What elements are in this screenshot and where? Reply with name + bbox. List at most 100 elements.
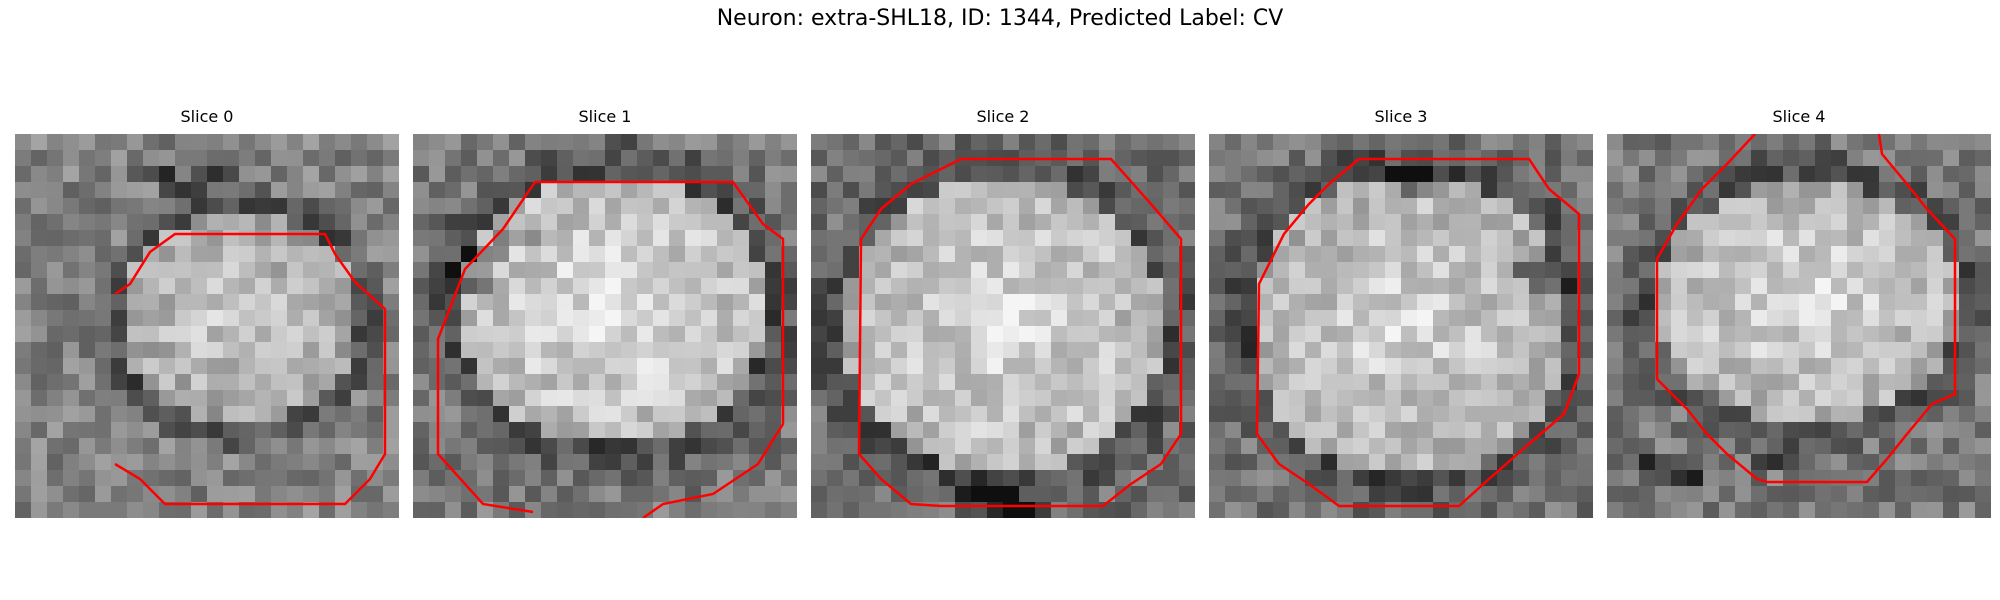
image-pixel bbox=[939, 166, 956, 183]
image-pixel bbox=[1449, 246, 1466, 263]
image-pixel bbox=[1719, 198, 1736, 215]
image-pixel bbox=[1513, 358, 1530, 375]
image-pixel bbox=[127, 230, 144, 247]
image-pixel bbox=[79, 470, 96, 487]
image-pixel bbox=[1385, 294, 1402, 311]
image-pixel bbox=[781, 358, 797, 375]
image-pixel bbox=[605, 438, 622, 455]
image-pixel bbox=[509, 454, 526, 471]
image-pixel bbox=[271, 470, 288, 487]
image-pixel bbox=[1241, 310, 1258, 327]
image-pixel bbox=[605, 310, 622, 327]
image-pixel bbox=[987, 294, 1004, 311]
image-pixel bbox=[15, 502, 32, 518]
image-pixel bbox=[1703, 214, 1720, 231]
image-pixel bbox=[1815, 278, 1832, 295]
image-pixel bbox=[477, 134, 494, 151]
image-pixel bbox=[781, 406, 797, 423]
image-pixel bbox=[621, 214, 638, 231]
image-pixel bbox=[1959, 326, 1976, 343]
image-pixel bbox=[875, 166, 892, 183]
image-pixel bbox=[859, 438, 876, 455]
image-pixel bbox=[1847, 406, 1864, 423]
image-pixel bbox=[1975, 150, 1991, 167]
image-pixel bbox=[811, 422, 828, 439]
image-pixel bbox=[1067, 358, 1084, 375]
image-pixel bbox=[733, 294, 750, 311]
image-pixel bbox=[335, 134, 352, 151]
image-pixel bbox=[573, 134, 590, 151]
image-pixel bbox=[653, 150, 670, 167]
image-pixel bbox=[1943, 470, 1960, 487]
image-pixel bbox=[1959, 358, 1976, 375]
image-pixel bbox=[621, 246, 638, 263]
image-pixel bbox=[303, 230, 320, 247]
image-pixel bbox=[509, 390, 526, 407]
image-pixel bbox=[1671, 374, 1688, 391]
image-pixel bbox=[1799, 310, 1816, 327]
image-pixel bbox=[493, 374, 510, 391]
image-pixel bbox=[1115, 358, 1132, 375]
image-pixel bbox=[1735, 470, 1752, 487]
image-pixel bbox=[987, 198, 1004, 215]
image-pixel bbox=[413, 310, 430, 327]
image-pixel bbox=[923, 486, 940, 503]
image-pixel bbox=[31, 310, 48, 327]
image-pixel bbox=[573, 230, 590, 247]
image-pixel bbox=[143, 374, 160, 391]
image-pixel bbox=[843, 358, 860, 375]
image-pixel bbox=[859, 150, 876, 167]
image-pixel bbox=[63, 422, 80, 439]
image-pixel bbox=[1767, 262, 1784, 279]
image-pixel bbox=[733, 422, 750, 439]
image-pixel bbox=[1703, 150, 1720, 167]
image-pixel bbox=[351, 262, 368, 279]
image-pixel bbox=[1035, 390, 1052, 407]
image-pixel bbox=[1607, 214, 1624, 231]
image-pixel bbox=[1879, 278, 1896, 295]
image-pixel bbox=[1927, 214, 1944, 231]
image-pixel bbox=[525, 310, 542, 327]
image-pixel bbox=[1847, 134, 1864, 151]
image-pixel bbox=[303, 278, 320, 295]
image-pixel bbox=[1481, 454, 1498, 471]
image-pixel bbox=[811, 374, 828, 391]
image-pixel bbox=[1321, 214, 1338, 231]
image-pixel bbox=[1147, 198, 1164, 215]
image-pixel bbox=[717, 310, 734, 327]
image-pixel bbox=[287, 470, 304, 487]
image-pixel bbox=[1051, 486, 1068, 503]
image-pixel bbox=[1353, 422, 1370, 439]
image-pixel bbox=[223, 342, 240, 359]
image-pixel bbox=[31, 262, 48, 279]
image-pixel bbox=[255, 134, 272, 151]
image-pixel bbox=[1369, 454, 1386, 471]
image-pixel bbox=[923, 294, 940, 311]
image-pixel bbox=[1847, 374, 1864, 391]
image-pixel bbox=[1513, 438, 1530, 455]
image-pixel bbox=[1577, 422, 1593, 439]
image-pixel bbox=[605, 166, 622, 183]
image-pixel bbox=[95, 262, 112, 279]
image-pixel bbox=[669, 470, 686, 487]
image-pixel bbox=[1449, 262, 1466, 279]
image-pixel bbox=[1051, 406, 1068, 423]
image-pixel bbox=[1577, 438, 1593, 455]
image-pixel bbox=[223, 486, 240, 503]
image-pixel bbox=[701, 326, 718, 343]
image-pixel bbox=[1639, 342, 1656, 359]
image-pixel bbox=[1179, 214, 1195, 231]
image-pixel bbox=[1083, 230, 1100, 247]
image-pixel bbox=[1465, 438, 1482, 455]
image-pixel bbox=[923, 326, 940, 343]
image-pixel bbox=[207, 294, 224, 311]
image-pixel bbox=[63, 470, 80, 487]
image-pixel bbox=[1735, 262, 1752, 279]
image-pixel bbox=[685, 134, 702, 151]
image-pixel bbox=[1719, 454, 1736, 471]
image-pixel bbox=[1433, 230, 1450, 247]
image-pixel bbox=[1639, 182, 1656, 199]
image-pixel bbox=[351, 342, 368, 359]
image-pixel bbox=[733, 310, 750, 327]
image-pixel bbox=[685, 326, 702, 343]
